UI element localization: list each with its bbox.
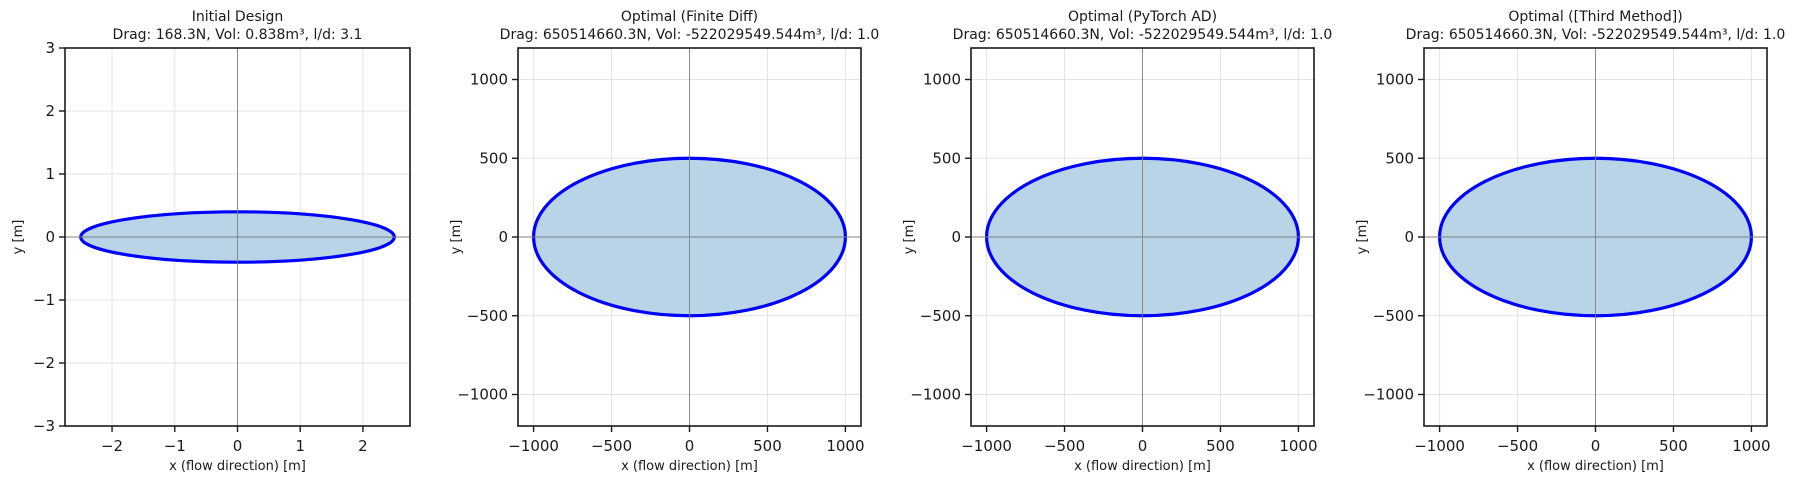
y-tick-label: −3 (33, 417, 55, 435)
subplot-title: Optimal (PyTorch AD) (1068, 9, 1217, 25)
subplot-title: Optimal (Finite Diff) (621, 9, 758, 25)
y-tick-label: −1000 (1363, 386, 1414, 404)
x-tick-label: −1 (164, 437, 186, 455)
subplot-title: Optimal ([Third Method]) (1508, 9, 1682, 25)
y-tick-label: 500 (932, 149, 961, 167)
y-tick-label: 2 (45, 102, 55, 120)
x-axis-label: x (flow direction) [m] (1527, 459, 1664, 474)
y-axis-label: y [m] (11, 220, 26, 255)
x-axis-label: x (flow direction) [m] (621, 459, 758, 474)
y-tick-label: −1000 (910, 386, 961, 404)
y-axis-label: y [m] (1355, 220, 1370, 255)
subplot-2: −1000 −500 0 500 1000 −1000 −500 0 500 1000 x (flo… (449, 9, 879, 474)
x-tick-label: 0 (685, 437, 695, 455)
y-tick-label: 0 (1404, 228, 1414, 246)
subplot-subtitle: Drag: 650514660.3N, Vol: -522029549.544m… (953, 27, 1333, 43)
x-tick-label: −1000 (508, 437, 559, 455)
x-tick-label: −500 (1497, 437, 1538, 455)
x-tick-label: 0 (1138, 437, 1148, 455)
y-tick-label: 0 (951, 228, 961, 246)
x-tick-label: 500 (1206, 437, 1235, 455)
x-tick-label: 1 (295, 437, 305, 455)
x-tick-label: 0 (1591, 437, 1601, 455)
subplot-4: −1000 −500 0 500 1000 −1000 −500 0 500 1000 x (flo… (1355, 9, 1785, 474)
y-tick-label: 1 (45, 165, 55, 183)
y-axis-label: y [m] (902, 220, 917, 255)
y-tick-label: 3 (45, 39, 55, 57)
x-tick-label: −1000 (961, 437, 1012, 455)
subplot-subtitle: Drag: 168.3N, Vol: 0.838m³, l/d: 3.1 (113, 27, 363, 43)
subplot-title: Initial Design (192, 9, 284, 25)
y-tick-label: −500 (1373, 307, 1414, 325)
y-tick-label: −2 (33, 354, 55, 372)
subplot-subtitle: Drag: 650514660.3N, Vol: -522029549.544m… (500, 27, 880, 43)
x-tick-label: 1000 (1732, 437, 1770, 455)
x-axis-label: x (flow direction) [m] (1074, 459, 1211, 474)
x-tick-label: 0 (233, 437, 243, 455)
y-tick-label: 500 (479, 149, 508, 167)
x-tick-label: −500 (591, 437, 632, 455)
x-tick-label: 1000 (1279, 437, 1317, 455)
x-tick-label: −1000 (1414, 437, 1465, 455)
y-tick-label: 1000 (470, 71, 508, 89)
subplot-subtitle: Drag: 650514660.3N, Vol: -522029549.544m… (1406, 27, 1786, 43)
y-tick-label: −1000 (457, 386, 508, 404)
x-tick-label: −500 (1044, 437, 1085, 455)
y-tick-label: −1 (33, 291, 55, 309)
x-axis-label: x (flow direction) [m] (169, 459, 306, 474)
y-tick-label: 0 (498, 228, 508, 246)
y-tick-label: 500 (1385, 149, 1414, 167)
x-tick-label: −2 (101, 437, 123, 455)
y-tick-label: −500 (920, 307, 961, 325)
x-tick-label: 500 (1659, 437, 1688, 455)
y-tick-label: 1000 (923, 71, 961, 89)
x-tick-label: 1000 (826, 437, 864, 455)
y-tick-label: 1000 (1376, 71, 1414, 89)
subplot-1: −2 −1 0 1 2 −3 −2 −1 0 1 2 3 x (flow direction) [m] y… (11, 9, 411, 474)
x-tick-label: 2 (358, 437, 368, 455)
y-tick-label: 0 (45, 228, 55, 246)
y-tick-label: −500 (467, 307, 508, 325)
y-axis-label: y [m] (449, 220, 464, 255)
x-tick-label: 500 (753, 437, 782, 455)
subplot-3: −1000 −500 0 500 1000 −1000 −500 0 500 1000 x (flo… (902, 9, 1332, 474)
